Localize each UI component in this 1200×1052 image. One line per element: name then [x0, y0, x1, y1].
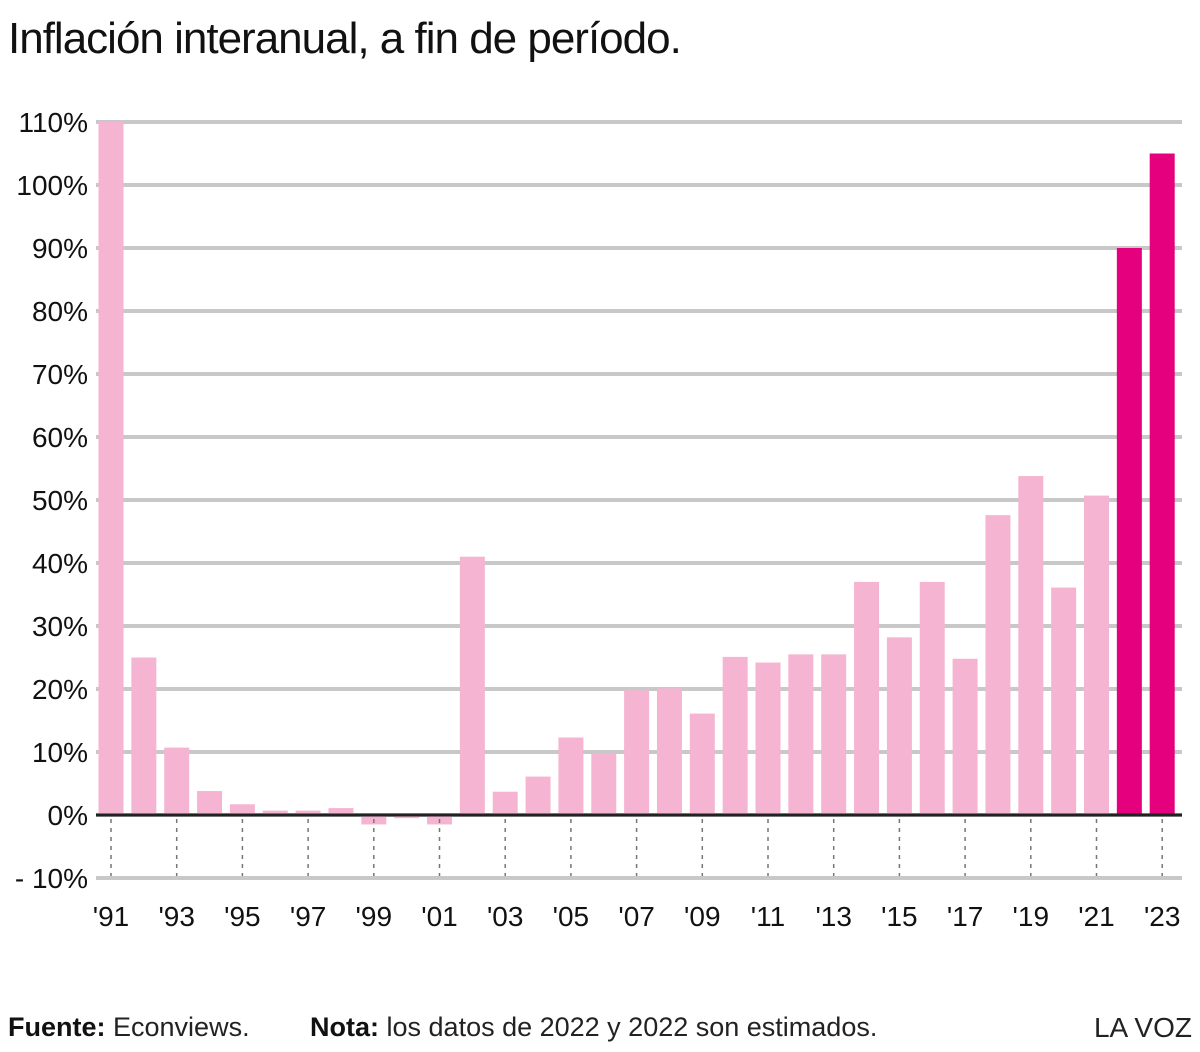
y-tick-label: 10%	[32, 737, 88, 768]
bar-1995	[229, 804, 255, 815]
bar-2014	[854, 581, 880, 815]
x-tick-label: '07	[618, 901, 655, 932]
bar-2023	[1149, 153, 1175, 815]
x-axis-ticks: '91 '93 '95 '97 '99 '01 '03 '05 '07 '09 '11 '13 '15 '…	[93, 819, 1181, 932]
source-label: Fuente:	[8, 1012, 106, 1042]
bar-1992	[131, 657, 157, 815]
y-tick-label: 20%	[32, 674, 88, 705]
bar-2005	[558, 737, 584, 815]
bar-2006	[591, 753, 617, 815]
x-tick-label: '19	[1013, 901, 1050, 932]
bar-2008	[656, 688, 682, 815]
bar-2022	[1116, 248, 1142, 815]
brand-logo-text: LA VOZ	[1093, 1012, 1192, 1043]
y-tick-label: 90%	[32, 233, 88, 264]
bar-2017	[952, 658, 978, 815]
bar-2020	[1051, 587, 1077, 815]
x-tick-label: '11	[751, 901, 785, 932]
bar-2000	[394, 815, 420, 819]
bar-2002	[459, 556, 485, 815]
x-tick-label: '05	[553, 901, 590, 932]
bars	[98, 122, 1175, 825]
y-tick-label: 100%	[16, 170, 88, 201]
bar-1998	[328, 808, 354, 815]
note-value: los datos de 2022 y 2022 son estimados.	[386, 1012, 878, 1042]
y-axis-ticks: 110% 100% 90% 80% 70% 60% 50% 40% 30% 20% 10% 0% - 1…	[15, 107, 88, 894]
bar-2011	[755, 662, 781, 815]
inflation-bar-chart: 110% 100% 90% 80% 70% 60% 50% 40% 30% 20% 10% 0% - 1…	[15, 107, 1182, 932]
bar-2009	[689, 713, 715, 815]
bar-2003	[492, 791, 518, 815]
x-tick-label: '03	[487, 901, 524, 932]
x-tick-label: '97	[290, 901, 327, 932]
bar-1991	[98, 122, 124, 815]
y-tick-label: 70%	[32, 359, 88, 390]
source-credit: Fuente: Econviews.	[8, 1012, 250, 1043]
y-tick-label: 50%	[32, 485, 88, 516]
y-tick-label: - 10%	[15, 863, 88, 894]
bar-2016	[919, 581, 945, 815]
x-tick-label: '15	[881, 901, 918, 932]
bar-2012	[788, 654, 814, 815]
x-tick-label: '17	[947, 901, 984, 932]
x-tick-label: '13	[815, 901, 852, 932]
source-value: Econviews.	[113, 1012, 250, 1042]
bar-2019	[1018, 476, 1044, 815]
chart-note: Nota: los datos de 2022 y 2022 son estim…	[310, 1012, 877, 1043]
x-tick-label: '23	[1144, 901, 1181, 932]
x-tick-label: '91	[93, 901, 130, 932]
x-tick-label: '93	[158, 901, 195, 932]
bar-2007	[624, 690, 650, 815]
bar-1997	[295, 810, 321, 815]
x-tick-label: '01	[421, 901, 458, 932]
bar-2013	[821, 654, 847, 815]
x-tick-label: '95	[224, 901, 261, 932]
x-tick-label: '09	[684, 901, 721, 932]
y-tick-label: 0%	[48, 800, 88, 831]
bar-2015	[886, 637, 912, 815]
y-tick-label: 80%	[32, 296, 88, 327]
x-tick-label: '21	[1078, 901, 1115, 932]
y-tick-label: 60%	[32, 422, 88, 453]
bar-2018	[985, 515, 1011, 815]
note-label: Nota:	[310, 1012, 379, 1042]
y-tick-label: 30%	[32, 611, 88, 642]
y-tick-label: 40%	[32, 548, 88, 579]
y-tick-label: 110%	[18, 107, 88, 138]
bar-1996	[262, 810, 288, 815]
footer: Fuente: Econviews. Nota: los datos de 20…	[8, 1012, 1192, 1052]
bar-2010	[722, 656, 748, 815]
chart-title: Inflación interanual, a fin de período.	[8, 14, 682, 63]
x-tick-label: '99	[356, 901, 393, 932]
bar-1994	[197, 791, 223, 815]
bar-1993	[164, 747, 190, 815]
bar-2004	[525, 776, 551, 815]
bar-2021	[1084, 495, 1109, 815]
